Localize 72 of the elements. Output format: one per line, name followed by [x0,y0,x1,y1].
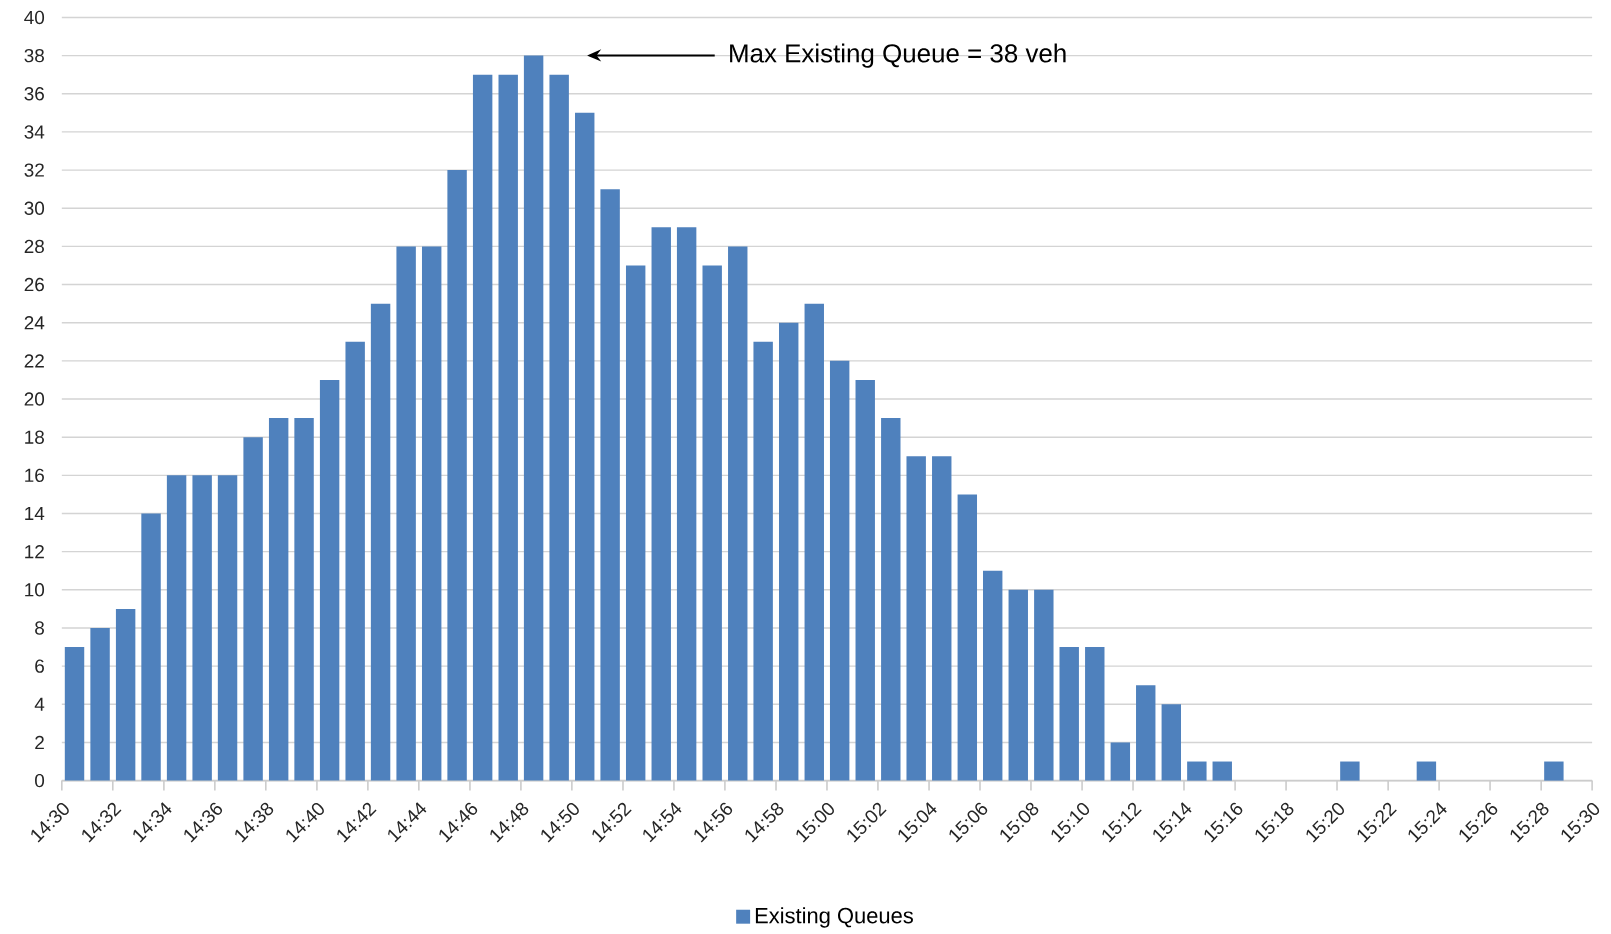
bar [600,189,620,781]
y-tick-label: 8 [35,621,44,635]
y-tick-label: 18 [25,430,44,444]
y-tick-label: 4 [34,697,45,711]
bar [217,475,238,781]
legend-label: Existing Queues [755,907,913,928]
y-tick-label: 26 [24,277,44,292]
bar [625,265,646,781]
bar [881,418,901,781]
bar [728,246,748,781]
bar [498,74,518,781]
bar [64,647,85,781]
bar [1110,742,1131,781]
bar [472,74,493,781]
bar [1034,589,1054,781]
bar [345,341,365,781]
y-tick-label: 12 [25,544,44,559]
bar [1008,589,1028,781]
y-tick-label: 28 [24,239,44,254]
bar [447,170,467,781]
y-tick-label: 32 [24,163,44,177]
bar [1416,761,1437,781]
bar [804,303,824,781]
y-tick-label: 34 [24,125,45,139]
bar [421,246,442,781]
bar [983,570,1003,781]
y-tick-label: 30 [24,201,45,215]
bar [575,112,595,781]
bar [243,437,263,781]
bar [932,456,952,781]
bar [1085,647,1105,781]
bar [1212,761,1232,781]
bar [779,322,799,781]
y-tick-label: 24 [24,316,45,330]
y-tick-label: 20 [24,392,45,406]
bar [115,608,136,781]
bar [294,418,314,781]
bar [192,475,212,781]
bar [396,246,416,781]
y-tick-label: 36 [24,87,44,101]
bar [1136,685,1156,781]
bar [166,475,187,781]
bar [1340,761,1360,781]
bar [1059,647,1079,781]
bar [141,513,161,781]
y-tick-label: 16 [25,468,44,482]
bar [1187,761,1207,781]
bar [829,360,850,781]
bar [855,379,875,781]
bar [651,227,671,781]
annotation: Max Existing Queue = 38 veh [730,43,1066,68]
y-tick-label: 40 [24,10,45,25]
bar [753,341,773,781]
y-tick-label: 0 [35,773,45,788]
bar [1161,704,1181,781]
bar [549,74,569,781]
y-tick-label: 6 [35,659,44,673]
bar [370,303,391,781]
bar [957,494,978,781]
bar [702,265,722,781]
y-tick-label: 22 [24,354,44,368]
bar [319,379,340,781]
bar [1544,761,1564,781]
y-tick-label: 38 [24,48,44,63]
bar [676,227,697,781]
bar [906,456,926,781]
y-tick-label: 2 [35,735,44,749]
y-tick-label: 14 [25,506,45,520]
y-tick-label: 10 [25,583,45,597]
bar [523,55,544,781]
bar [268,418,289,781]
bar [90,627,110,781]
